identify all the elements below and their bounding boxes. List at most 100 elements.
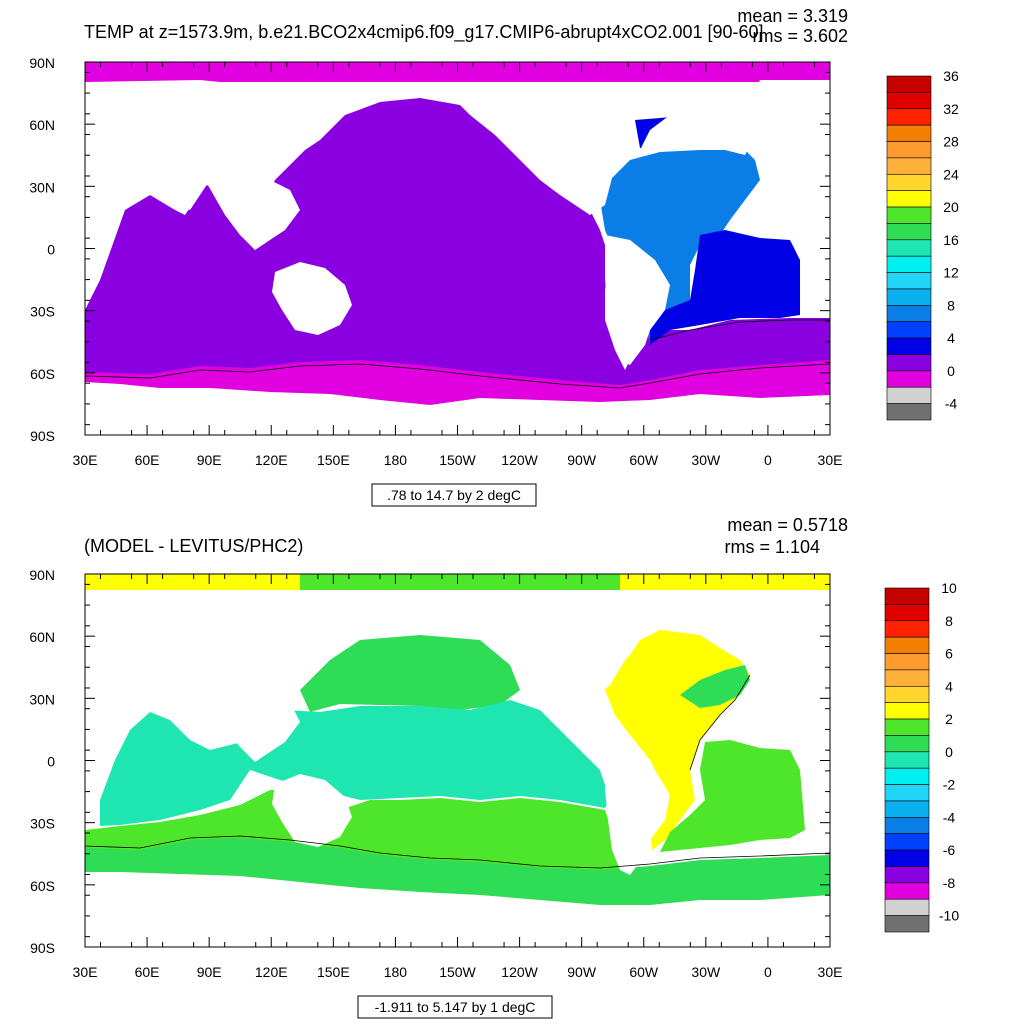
top-lat-label: 90S [30, 428, 55, 444]
bottom-lon-label: 60E [135, 964, 160, 980]
bottom-colorbar-label: -10 [939, 908, 959, 924]
bottom-colorbar-box [884, 620, 930, 638]
top-rms-text: rms = 3.602 [752, 26, 848, 46]
bottom-lat-label: 60N [29, 629, 55, 645]
top-lat-label: 30S [30, 304, 55, 320]
top-mean-text: mean = 3.319 [737, 6, 848, 26]
top-lon-label: 30E [73, 452, 98, 468]
bottom-lon-label: 120E [255, 964, 288, 980]
top-panel: 90N 60N 30N 0 30S 60S 90S 30E 60E 90E 120E 150E 180 1… [29, 6, 959, 507]
bottom-arctic-green [300, 574, 620, 590]
bottom-colorbar-box [884, 866, 930, 884]
top-lat-label: 60N [29, 117, 55, 133]
top-colorbar-label: 28 [943, 134, 959, 150]
bottom-colorbar-label: 10 [941, 580, 957, 596]
bottom-colorbar-label: -8 [943, 875, 956, 891]
top-colorbar-box [886, 75, 932, 93]
bottom-colorbar-label: -2 [943, 777, 956, 793]
bottom-colorbar-box [884, 882, 930, 900]
top-colorbar-box [886, 305, 932, 323]
bottom-colorbar-label: -4 [943, 809, 956, 825]
bottom-colorbar-box [884, 669, 930, 687]
bottom-colorbar-box [884, 849, 930, 867]
top-lat-label: 60S [30, 366, 55, 382]
top-colorbar-box [886, 124, 932, 142]
top-lat-label: 90N [29, 55, 55, 71]
top-lon-label: 120W [501, 452, 538, 468]
bottom-contour-line [84, 835, 831, 869]
bottom-colorbar-box [884, 653, 930, 671]
bottom-colorbar-label: -6 [943, 842, 956, 858]
bottom-lat-label: 90N [29, 567, 55, 583]
top-colorbar-box [886, 141, 932, 159]
bottom-title: (MODEL - LEVITUS/PHC2) [84, 536, 303, 556]
top-colorbar-label: 0 [947, 363, 955, 379]
bottom-land-antarctica [85, 896, 830, 920]
bottom-colorbar-label: 8 [945, 613, 953, 629]
top-colorbar-box [886, 92, 932, 110]
bottom-southern-ocean-green [85, 838, 830, 905]
top-lon-label: 150E [317, 452, 350, 468]
bottom-lon-label: 120W [501, 964, 538, 980]
top-southern-ocean [85, 360, 830, 405]
bottom-lat-label: 90S [30, 940, 55, 956]
top-lon-label: 60W [629, 452, 659, 468]
top-lon-label: 150W [439, 452, 476, 468]
bottom-lat-label: 60S [30, 878, 55, 894]
bottom-arctic-yellow [85, 574, 345, 590]
top-land-india-asia [150, 162, 300, 250]
top-colorbar-box [886, 403, 932, 421]
top-colorbar-label: 32 [943, 101, 959, 117]
top-colorbar-box [886, 173, 932, 191]
top-colorbar-label: 24 [943, 166, 959, 182]
top-colorbar-box [886, 272, 932, 290]
top-lat-label: 30N [29, 179, 55, 195]
top-colorbar-box [886, 190, 932, 208]
bottom-lon-label: 90E [197, 964, 222, 980]
top-lon-label: 120E [255, 452, 288, 468]
bottom-lon-label: 30E [818, 964, 843, 980]
bottom-colorbar: 10 8 6 4 2 0 -2 -4 -6 -8 -10 [884, 580, 959, 933]
bottom-colorbar-box [884, 718, 930, 736]
bottom-land-south-america [605, 745, 670, 875]
top-land-north-america [455, 95, 750, 215]
bottom-map [84, 573, 831, 948]
top-colorbar-label: 16 [943, 232, 959, 248]
top-colorbar-box [886, 239, 932, 257]
bottom-lon-label: 30W [691, 964, 721, 980]
bottom-mean-text: mean = 0.5718 [727, 515, 848, 535]
bottom-lon-label: 180 [384, 964, 408, 980]
bottom-lon-label: 30E [73, 964, 98, 980]
bottom-colorbar-box [884, 587, 930, 605]
top-lon-label: 90W [567, 452, 597, 468]
bottom-colorbar-label: 2 [945, 711, 953, 727]
top-land-australia [272, 262, 352, 335]
top-colorbar-label: 36 [943, 68, 959, 84]
bottom-south-atlantic-green [660, 740, 805, 852]
bottom-lon-label: 150W [439, 964, 476, 980]
top-colorbar: 36 32 28 24 20 16 12 8 4 0 -4 [886, 68, 959, 421]
top-colorbar-box [886, 288, 932, 306]
top-colorbar-label: 4 [947, 330, 955, 346]
top-colorbar-box [886, 354, 932, 372]
bottom-lat-label: 0 [47, 754, 55, 770]
bottom-tropical-pacific-turquoise [100, 700, 610, 826]
bottom-north-pacific-green [300, 635, 520, 712]
top-pacific-indian-ocean [85, 95, 830, 390]
bottom-colorbar-box [884, 702, 930, 720]
top-land-eurasia-north [85, 80, 830, 300]
top-land-antarctica [85, 386, 830, 408]
bottom-lat-label: 30S [30, 816, 55, 832]
bottom-colorbar-box [884, 833, 930, 851]
top-lon-label: 0 [764, 452, 772, 468]
bottom-lon-label: 0 [764, 964, 772, 980]
top-colorbar-label: 8 [947, 297, 955, 313]
top-lon-label: 60E [135, 452, 160, 468]
bottom-colorbar-box [884, 800, 930, 818]
top-colorbar-label: 12 [943, 265, 959, 281]
top-range-box [371, 483, 537, 507]
top-south-atlantic [650, 230, 800, 345]
bottom-colorbar-box [884, 817, 930, 835]
bottom-lon-label: 150E [317, 964, 350, 980]
